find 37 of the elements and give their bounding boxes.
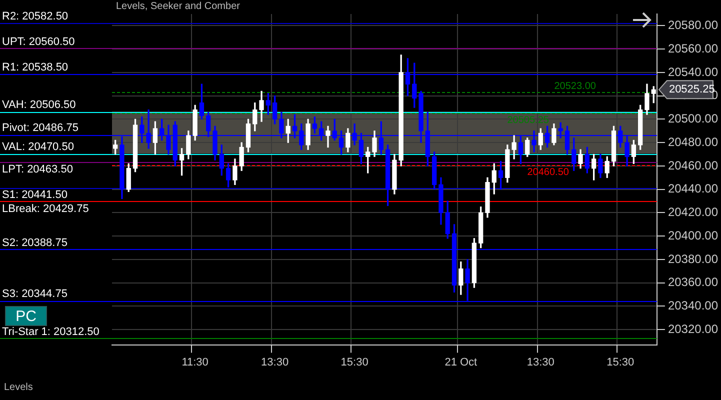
y-tick-label: 20340.00 [668,298,718,313]
x-tick-label: 15:30 [606,356,634,368]
ref-line-label: UPT: 20560.50 [2,36,75,48]
y-tick-label: 20580.00 [668,18,718,32]
x-tick-label: 13:30 [526,356,554,368]
y-tick-label: 20500.00 [668,112,718,126]
x-tick-label: 15:30 [340,356,368,368]
ref-line-label: LPT: 20463.50 [2,163,73,176]
ref-line-label: 20523.00 [554,81,596,92]
ref-line-label: Tri-Star 1: 20312.50 [2,326,100,338]
ref-line-label: R2: 20582.50 [2,10,68,22]
y-tick-label: 20540.00 [668,64,718,79]
text: Levels [4,382,33,393]
chart-title: Levels, Seeker and Comber [116,0,241,12]
y-tick-label: 20460.00 [668,158,718,172]
x-tick-label: 11:30 [182,356,208,368]
ref-line-label: R1: 20538.50 [2,62,68,74]
y-tick-label: 20360.00 [668,275,718,290]
y-tick-label: 20380.00 [668,252,718,266]
ref-line-label: LBreak: 20429.75 [2,202,89,215]
ref-line-label: S1: 20441.50 [2,189,68,202]
ref-line-label: VAL: 20470.50 [2,141,74,154]
y-tick-label: 20440.00 [668,182,718,196]
ref-line-label: S3: 20344.75 [2,288,68,300]
ref-line-label: 20460.50 [527,167,570,178]
x-tick-label: 13:30 [261,356,289,368]
y-tick-label: 20420.00 [668,205,718,220]
y-tick-label: 20480.00 [668,134,718,149]
x-tick-label: 21 Oct [444,356,478,368]
ref-line-label: 20505.25 [507,114,550,126]
ref-line-label: VAH: 20506.50 [2,99,76,112]
y-tick-label: 20320.00 [668,322,718,336]
y-tick-label: 20400.00 [668,228,718,242]
ref-line-label: Pivot: 20486.75 [2,122,78,134]
text: PC [5,306,47,326]
y-tick-label: 20560.00 [668,41,718,56]
ref-line-label: S2: 20388.75 [2,236,68,249]
